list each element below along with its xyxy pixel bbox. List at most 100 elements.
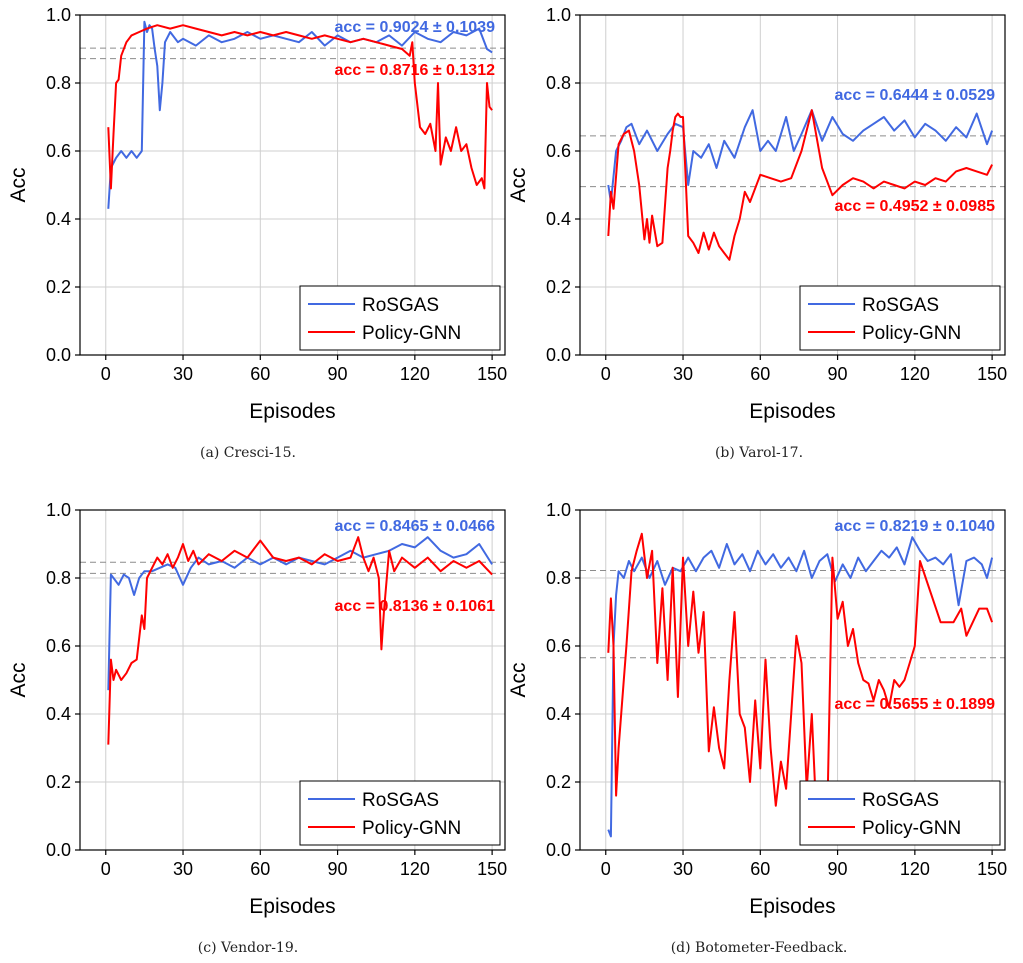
- x-tick-label: 150: [977, 364, 1007, 384]
- series-line-policy-gnn: [607, 532, 994, 831]
- annotation-rosgas: acc = 0.8219 ± 0.1040: [835, 518, 996, 535]
- legend-label-rosgas: RoSGAS: [362, 295, 439, 316]
- x-axis-label: Episodes: [249, 400, 335, 423]
- legend: RoSGAS Policy-GNN: [299, 285, 501, 351]
- x-tick-label: 150: [477, 364, 507, 384]
- chart-0: 0 30 60 90 120 150 0.0 0.2 0.4 0.6 0.8 1.0 Episodes A…: [7, 5, 507, 461]
- legend-box: [799, 285, 1001, 351]
- x-tick-label: 60: [250, 364, 270, 384]
- y-tick-label: 0.8: [546, 73, 571, 93]
- y-tick-label: 0.6: [546, 141, 571, 161]
- x-tick-label: 90: [828, 859, 848, 879]
- y-tick-label: 0.4: [546, 704, 571, 724]
- chart-caption: (c) Vendor-19.: [198, 940, 298, 956]
- legend-label-rosgas: RoSGAS: [862, 790, 939, 811]
- x-axis-label: Episodes: [249, 895, 335, 918]
- x-tick-label: 0: [601, 364, 611, 384]
- legend-label-policy-gnn: Policy-GNN: [862, 818, 961, 839]
- annotation-rosgas: acc = 0.8465 ± 0.0466: [335, 518, 496, 535]
- series-line-policy-gnn: [107, 536, 493, 745]
- x-tick-label: 120: [400, 364, 430, 384]
- legend: RoSGAS Policy-GNN: [299, 780, 501, 846]
- annotation-rosgas: acc = 0.9024 ± 0.1039: [335, 19, 496, 36]
- legend-label-policy-gnn: Policy-GNN: [862, 323, 961, 344]
- annotation-policy-gnn: acc = 0.8136 ± 0.1061: [335, 598, 496, 615]
- x-tick-label: 60: [250, 859, 270, 879]
- chart-caption: (b) Varol-17.: [715, 445, 803, 461]
- plot-frame: [79, 14, 506, 356]
- y-tick-label: 0.0: [546, 345, 571, 365]
- legend-box: [799, 780, 1001, 846]
- y-tick-label: 0.8: [46, 568, 71, 588]
- y-tick-label: 0.6: [46, 141, 71, 161]
- y-tick-label: 0.6: [46, 636, 71, 656]
- legend: RoSGAS Policy-GNN: [799, 285, 1001, 351]
- y-tick-label: 0.6: [546, 636, 571, 656]
- x-tick-label: 120: [900, 364, 930, 384]
- annotation-policy-gnn: acc = 0.4952 ± 0.0985: [835, 198, 996, 215]
- y-tick-label: 0.2: [546, 772, 571, 792]
- y-tick-label: 1.0: [546, 500, 571, 520]
- legend-box: [299, 780, 501, 846]
- y-tick-label: 0.0: [46, 840, 71, 860]
- plot-frame: [579, 509, 1006, 851]
- x-tick-label: 150: [977, 859, 1007, 879]
- y-tick-label: 0.2: [546, 277, 571, 297]
- series-line-rosgas: [607, 109, 994, 203]
- legend-label-policy-gnn: Policy-GNN: [362, 818, 461, 839]
- y-axis-label: Acc: [507, 167, 530, 202]
- y-tick-label: 0.2: [46, 772, 71, 792]
- y-tick-label: 0.4: [546, 209, 571, 229]
- series-line-rosgas: [607, 536, 994, 838]
- y-tick-label: 1.0: [546, 5, 571, 25]
- annotation-policy-gnn: acc = 0.5655 ± 0.1899: [835, 696, 996, 713]
- legend: RoSGAS Policy-GNN: [799, 780, 1001, 846]
- y-tick-label: 0.0: [46, 345, 71, 365]
- x-tick-label: 30: [173, 859, 193, 879]
- chart-caption: (a) Cresci-15.: [200, 445, 296, 461]
- x-tick-label: 150: [477, 859, 507, 879]
- legend-label-policy-gnn: Policy-GNN: [362, 323, 461, 344]
- x-tick-label: 30: [673, 859, 693, 879]
- x-tick-label: 0: [101, 859, 111, 879]
- y-axis-label: Acc: [7, 167, 30, 202]
- plot-frame: [79, 509, 506, 851]
- y-tick-label: 0.2: [46, 277, 71, 297]
- chart-3: 0 30 60 90 120 150 0.0 0.2 0.4 0.6 0.8 1.0 Episodes A…: [507, 500, 1007, 956]
- y-tick-label: 0.4: [46, 209, 71, 229]
- y-tick-label: 0.8: [546, 568, 571, 588]
- annotation-policy-gnn: acc = 0.8716 ± 0.1312: [335, 62, 496, 79]
- y-tick-label: 0.0: [546, 840, 571, 860]
- y-axis-label: Acc: [507, 662, 530, 697]
- x-tick-label: 30: [673, 364, 693, 384]
- x-tick-label: 60: [750, 364, 770, 384]
- y-tick-label: 1.0: [46, 5, 71, 25]
- series-line-policy-gnn: [107, 24, 493, 190]
- x-axis-label: Episodes: [749, 400, 835, 423]
- series-line-policy-gnn: [607, 109, 993, 261]
- y-axis-label: Acc: [7, 662, 30, 697]
- chart-1: 0 30 60 90 120 150 0.0 0.2 0.4 0.6 0.8 1.0 Episodes A…: [507, 5, 1007, 461]
- x-tick-label: 120: [900, 859, 930, 879]
- y-tick-label: 0.4: [46, 704, 71, 724]
- x-axis-label: Episodes: [749, 895, 835, 918]
- chart-2: 0 30 60 90 120 150 0.0 0.2 0.4 0.6 0.8 1.0 Episodes A…: [7, 500, 507, 956]
- plot-frame: [579, 14, 1006, 356]
- x-tick-label: 90: [328, 364, 348, 384]
- legend-box: [299, 285, 501, 351]
- x-tick-label: 0: [101, 364, 111, 384]
- x-tick-label: 90: [328, 859, 348, 879]
- x-tick-label: 90: [828, 364, 848, 384]
- x-tick-label: 0: [601, 859, 611, 879]
- legend-label-rosgas: RoSGAS: [362, 790, 439, 811]
- x-tick-label: 60: [750, 859, 770, 879]
- x-tick-label: 30: [173, 364, 193, 384]
- chart-caption: (d) Botometer-Feedback.: [671, 940, 848, 956]
- series-line-rosgas: [107, 20, 493, 209]
- y-tick-label: 0.8: [46, 73, 71, 93]
- annotation-rosgas: acc = 0.6444 ± 0.0529: [835, 87, 996, 104]
- x-tick-label: 120: [400, 859, 430, 879]
- y-tick-label: 1.0: [46, 500, 71, 520]
- legend-label-rosgas: RoSGAS: [862, 295, 939, 316]
